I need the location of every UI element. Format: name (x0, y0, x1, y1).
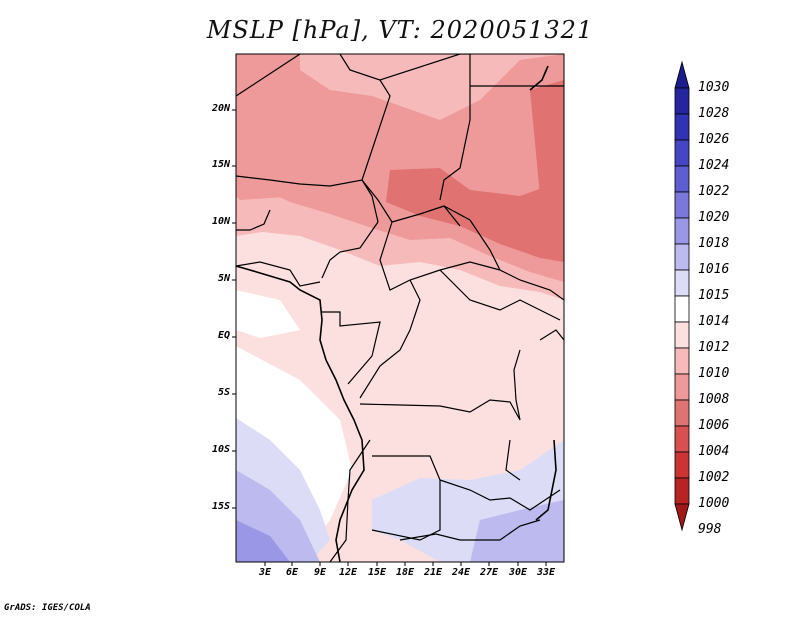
lon-label: 9E (313, 567, 327, 578)
credit-text: GrADS: IGES/COLA (4, 603, 91, 613)
pressure-field (236, 54, 564, 562)
lat-label: 10N (211, 216, 230, 227)
lon-label: 18E (395, 567, 415, 578)
colorbar-label: 1010 (698, 366, 730, 381)
colorbar-label: 998 (698, 522, 722, 537)
colorbar-swatch (674, 451, 690, 479)
colorbar-swatch (674, 217, 690, 245)
colorbar-label: 1026 (698, 132, 730, 147)
colorbar-swatch (674, 113, 690, 141)
lon-label: 33E (536, 567, 556, 578)
lat-label: 20N (211, 103, 230, 114)
lon-label: 3E (258, 567, 272, 578)
colorbar-label: 1004 (698, 444, 730, 459)
colorbar-swatch (674, 295, 690, 323)
country-borders (236, 54, 564, 562)
lat-label: 10S (211, 444, 230, 455)
colorbar-label: 1024 (698, 158, 730, 173)
colorbar-swatch (674, 477, 690, 505)
colorbar-swatch (674, 321, 690, 349)
colorbar-label: 1028 (698, 106, 730, 121)
lat-label: 15N (211, 159, 230, 170)
lon-label: 21E (423, 567, 443, 578)
colorbar-swatch (674, 139, 690, 167)
colorbar-label: 1022 (698, 184, 730, 199)
lat-label: EQ (217, 330, 230, 341)
colorbar-label: 1008 (698, 392, 730, 407)
colorbar-swatch (674, 269, 690, 297)
lon-label: 30E (508, 567, 528, 578)
colorbar-label: 1020 (698, 210, 730, 225)
lon-label: 12E (338, 567, 358, 578)
colorbar-label: 1002 (698, 470, 730, 485)
colorbar-label: 1006 (698, 418, 730, 433)
lat-label: 5S (217, 387, 230, 398)
colorbar-swatch (674, 87, 690, 115)
colorbar-swatch (674, 191, 690, 219)
colorbar-swatch (674, 373, 690, 401)
lon-label: 6E (285, 567, 299, 578)
colorbar-label: 1000 (698, 496, 730, 511)
colorbar-label: 1018 (698, 236, 730, 251)
lon-label: 24E (451, 567, 471, 578)
colorbar-swatch (674, 425, 690, 453)
colorbar-bottom-arrow (674, 503, 690, 532)
colorbar-label: 1016 (698, 262, 730, 277)
axis-ticks (232, 109, 547, 566)
colorbar-swatch (674, 347, 690, 375)
map-frame (235, 53, 565, 563)
colorbar-top-arrow (674, 60, 690, 89)
coastline (236, 65, 557, 562)
lon-label: 15E (367, 567, 387, 578)
colorbar (674, 60, 690, 532)
colorbar-label: 1014 (698, 314, 730, 329)
colorbar-swatch (674, 399, 690, 427)
colorbar-swatch (674, 165, 690, 193)
colorbar-label: 1030 (698, 80, 730, 95)
colorbar-swatch (674, 243, 690, 271)
chart-title: MSLP [hPa], VT: 2020051321 (206, 16, 594, 44)
lat-label: 5N (217, 273, 230, 284)
colorbar-label: 1012 (698, 340, 730, 355)
lon-label: 27E (479, 567, 499, 578)
lat-label: 15S (211, 501, 230, 512)
colorbar-label: 1015 (698, 288, 730, 303)
